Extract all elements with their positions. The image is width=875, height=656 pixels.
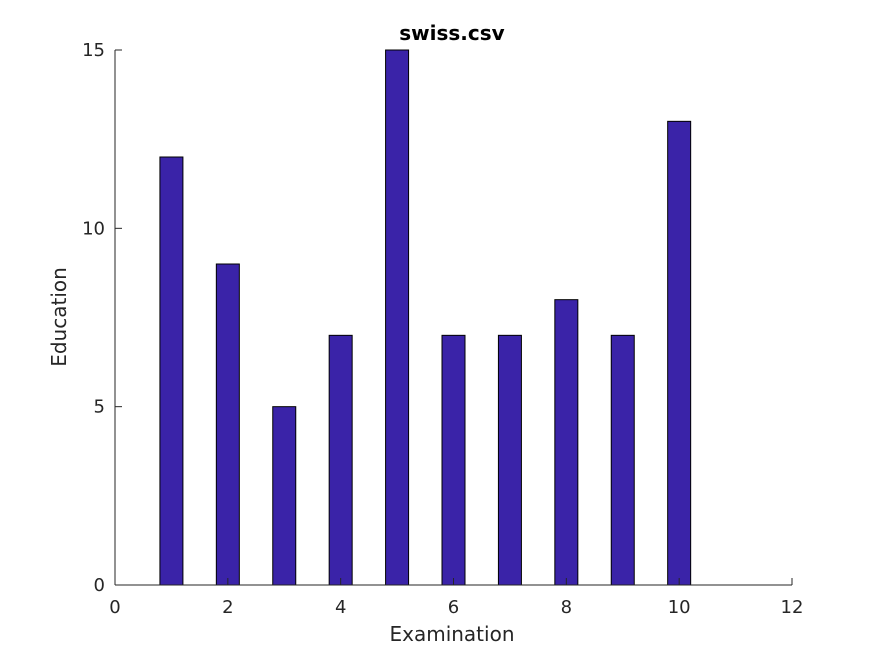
x-tick-label: 6 <box>448 597 459 618</box>
y-tick-label: 0 <box>94 575 105 596</box>
chart-title: swiss.csv <box>399 21 504 45</box>
y-tick-label: 10 <box>82 218 105 239</box>
x-tick-label: 4 <box>335 597 346 618</box>
y-axis-label: Education <box>47 267 71 367</box>
x-tick-label: 10 <box>668 597 691 618</box>
x-tick-label: 8 <box>561 597 572 618</box>
y-tick-label: 15 <box>82 40 105 61</box>
bar <box>272 406 297 586</box>
bar <box>159 156 184 586</box>
bar <box>497 334 522 586</box>
x-tick-label: 12 <box>781 597 804 618</box>
bar <box>667 120 692 586</box>
bar <box>554 299 579 586</box>
bar <box>328 334 353 586</box>
x-tick-label: 0 <box>109 597 120 618</box>
bar <box>215 263 240 586</box>
x-tick-label: 2 <box>222 597 233 618</box>
x-axis-label: Examination <box>389 622 514 646</box>
axes-group: 0 2 4 6 8 10 12 0 5 10 15 <box>82 40 803 618</box>
bar <box>610 334 635 586</box>
bar <box>441 334 466 586</box>
bar <box>385 49 410 586</box>
y-tick-label: 5 <box>94 397 105 418</box>
bars-group <box>159 49 692 586</box>
